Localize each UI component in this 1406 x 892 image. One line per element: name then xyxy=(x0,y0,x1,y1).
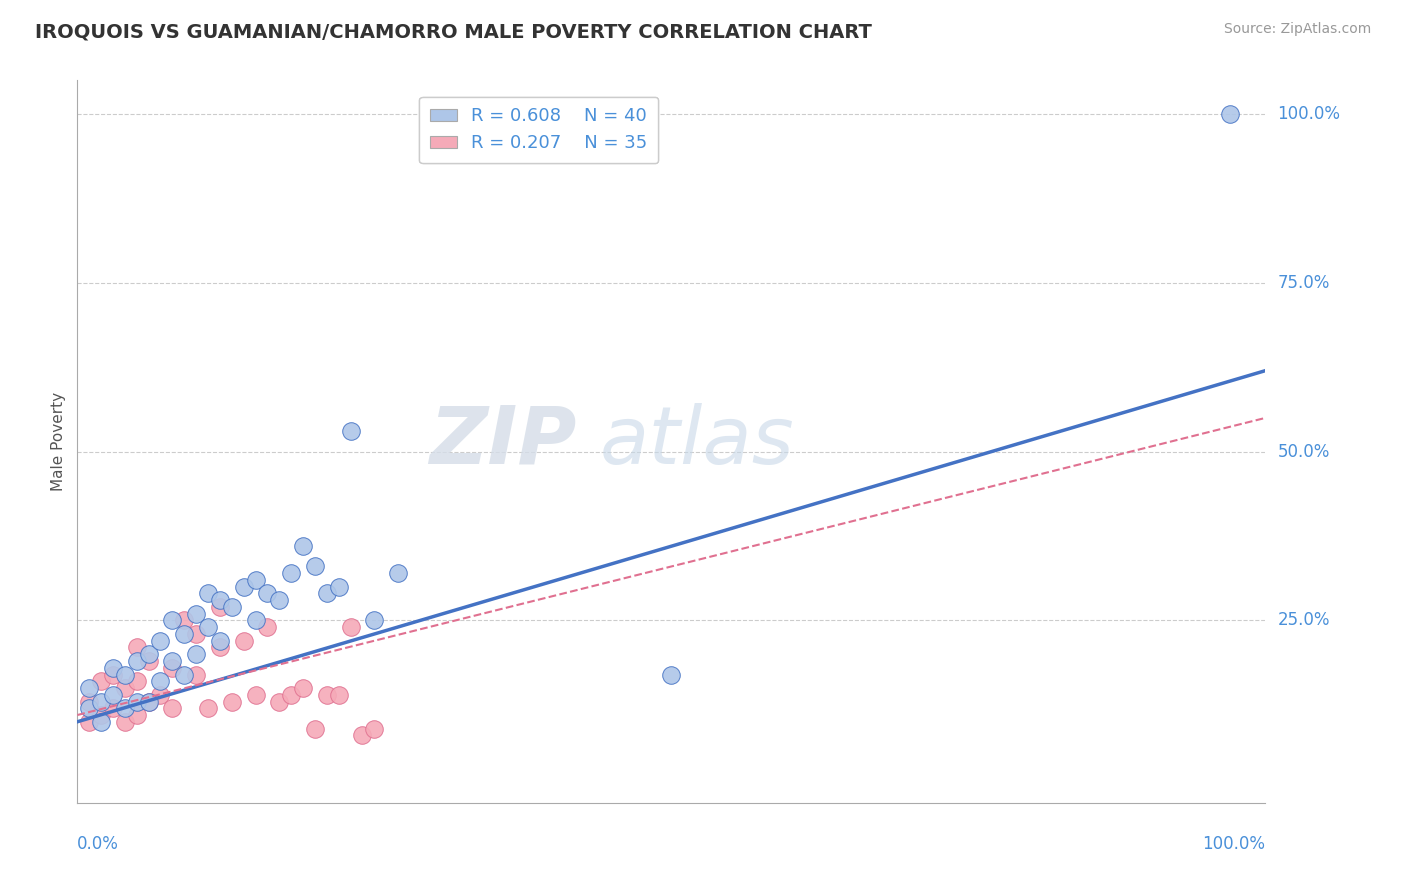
Point xyxy=(328,580,350,594)
Point xyxy=(186,627,208,641)
Point xyxy=(280,566,302,581)
Point xyxy=(339,620,361,634)
Point xyxy=(256,620,278,634)
Point xyxy=(90,708,112,723)
Point xyxy=(221,599,243,614)
Point xyxy=(292,681,315,695)
Point xyxy=(90,674,112,689)
Point xyxy=(125,654,148,668)
Point xyxy=(114,667,136,681)
Text: 25.0%: 25.0% xyxy=(1277,612,1330,630)
Point xyxy=(149,633,172,648)
Point xyxy=(138,654,160,668)
Point xyxy=(304,722,326,736)
Point xyxy=(186,647,208,661)
Point xyxy=(125,674,148,689)
Point xyxy=(232,580,254,594)
Text: IROQUOIS VS GUAMANIAN/CHAMORRO MALE POVERTY CORRELATION CHART: IROQUOIS VS GUAMANIAN/CHAMORRO MALE POVE… xyxy=(35,22,872,41)
Text: ZIP: ZIP xyxy=(429,402,576,481)
Point xyxy=(125,640,148,655)
Point xyxy=(328,688,350,702)
Point xyxy=(138,694,160,708)
Point xyxy=(114,714,136,729)
Point xyxy=(256,586,278,600)
Point xyxy=(173,627,195,641)
Point xyxy=(101,661,124,675)
Text: 75.0%: 75.0% xyxy=(1277,274,1330,292)
Text: Source: ZipAtlas.com: Source: ZipAtlas.com xyxy=(1223,22,1371,37)
Point xyxy=(138,694,160,708)
Point xyxy=(208,593,231,607)
Point xyxy=(186,667,208,681)
Point xyxy=(173,667,195,681)
Y-axis label: Male Poverty: Male Poverty xyxy=(51,392,66,491)
Point xyxy=(245,573,267,587)
Point xyxy=(363,722,385,736)
Point xyxy=(232,633,254,648)
Point xyxy=(114,681,136,695)
Point xyxy=(304,559,326,574)
Point xyxy=(173,614,195,628)
Point xyxy=(197,620,219,634)
Point xyxy=(208,599,231,614)
Point xyxy=(149,674,172,689)
Point xyxy=(77,694,100,708)
Point xyxy=(221,694,243,708)
Legend: R = 0.608    N = 40, R = 0.207    N = 35: R = 0.608 N = 40, R = 0.207 N = 35 xyxy=(419,96,658,163)
Text: 0.0%: 0.0% xyxy=(77,835,120,854)
Point xyxy=(245,688,267,702)
Point xyxy=(114,701,136,715)
Point xyxy=(387,566,409,581)
Point xyxy=(149,688,172,702)
Text: 100.0%: 100.0% xyxy=(1277,105,1340,123)
Point xyxy=(125,694,148,708)
Point xyxy=(208,640,231,655)
Point xyxy=(197,586,219,600)
Point xyxy=(269,593,291,607)
Point xyxy=(101,688,124,702)
Point xyxy=(101,701,124,715)
Point xyxy=(269,694,291,708)
Text: atlas: atlas xyxy=(600,402,794,481)
Text: 50.0%: 50.0% xyxy=(1277,442,1330,460)
Point xyxy=(661,667,683,681)
Point xyxy=(292,539,315,553)
Point xyxy=(315,688,337,702)
Point xyxy=(77,714,100,729)
Point xyxy=(77,701,100,715)
Point xyxy=(245,614,267,628)
Point xyxy=(125,708,148,723)
Text: 100.0%: 100.0% xyxy=(1202,835,1265,854)
Point xyxy=(162,661,184,675)
Point xyxy=(162,701,184,715)
Point xyxy=(162,654,184,668)
Point xyxy=(101,667,124,681)
Point xyxy=(280,688,302,702)
Point xyxy=(162,614,184,628)
Point xyxy=(315,586,337,600)
Point xyxy=(1219,107,1241,121)
Point xyxy=(77,681,100,695)
Point xyxy=(339,425,361,439)
Point xyxy=(138,647,160,661)
Point xyxy=(186,607,208,621)
Point xyxy=(352,728,374,742)
Point xyxy=(90,714,112,729)
Point xyxy=(208,633,231,648)
Point xyxy=(363,614,385,628)
Point xyxy=(90,694,112,708)
Point xyxy=(197,701,219,715)
